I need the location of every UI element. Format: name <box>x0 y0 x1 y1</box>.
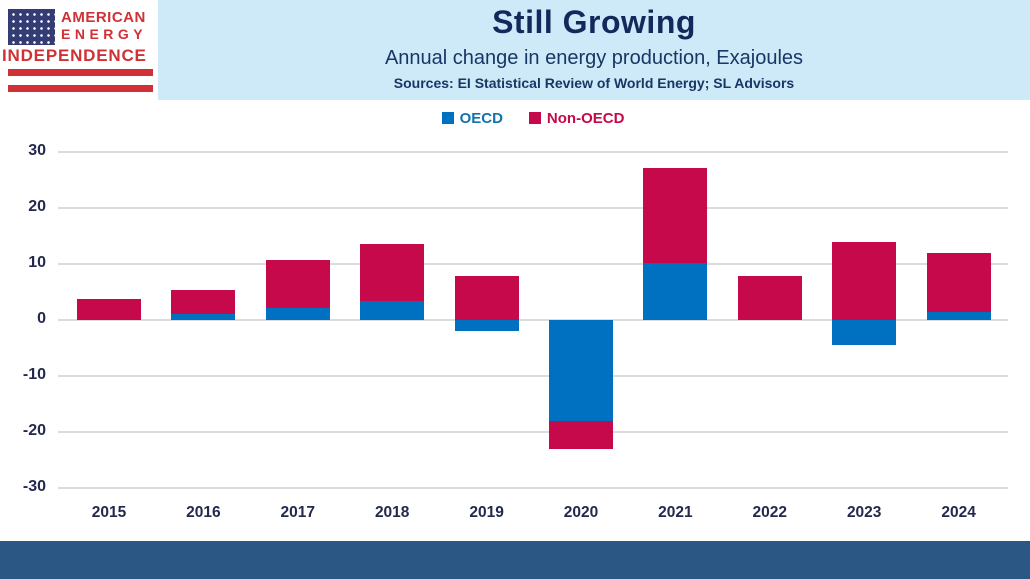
bar-segment-non-oecd-2017 <box>265 260 330 308</box>
bar-segment-non-oecd-2022 <box>737 276 802 320</box>
x-axis-label-2015: 2015 <box>91 504 127 521</box>
x-axis-label-2021: 2021 <box>658 504 693 521</box>
bar-segment-oecd-2023 <box>832 320 897 346</box>
legend-item-non-oecd: Non-OECD <box>528 109 625 127</box>
title-banner: Still Growing Annual change in energy pr… <box>158 0 1030 100</box>
gridline <box>58 151 1008 153</box>
bar-segment-non-oecd-2015 <box>77 299 141 320</box>
logo-text-independence: INDEPENDENCE <box>2 46 147 65</box>
x-axis-label-2016: 2016 <box>186 504 221 521</box>
y-axis-tick-label: 30 <box>28 142 46 159</box>
x-axis-label-2024: 2024 <box>941 504 976 521</box>
chart-subtitle: Annual change in energy production, Exaj… <box>384 47 804 69</box>
bar-segment-oecd-2017 <box>265 307 330 320</box>
bar-segment-non-oecd-2020 <box>549 420 613 449</box>
legend-item-oecd: OECD <box>441 109 503 127</box>
x-axis-label-2020: 2020 <box>563 504 599 521</box>
bar-segment-non-oecd-2024 <box>926 252 991 313</box>
x-axis-label-2022: 2022 <box>752 504 788 521</box>
flag-stars-icon <box>8 9 55 45</box>
y-axis-tick-label: -20 <box>22 422 46 439</box>
x-axis-label-2023: 2023 <box>846 504 882 521</box>
x-axis-label-2017: 2017 <box>280 504 316 521</box>
bar-segment-non-oecd-2023 <box>832 241 897 320</box>
y-axis-tick-label: -10 <box>22 366 46 383</box>
y-axis-tick-label: 0 <box>37 310 46 327</box>
header: AMERICAN ENERGY INDEPENDENCE Still Growi… <box>0 0 1030 100</box>
flag-stripe-icon <box>8 85 153 92</box>
bar-segment-non-oecd-2019 <box>454 276 519 320</box>
bar-segment-non-oecd-2016 <box>171 290 236 315</box>
y-axis-tick-label: 10 <box>28 254 46 271</box>
logo-text-american: AMERICAN <box>61 9 146 26</box>
y-axis-tick-label: 20 <box>28 198 46 215</box>
bar-segment-oecd-2019 <box>454 320 519 332</box>
logo-text-energy: ENERGY <box>61 26 148 42</box>
legend-swatch-icon <box>441 112 454 124</box>
aei-logo: AMERICAN ENERGY INDEPENDENCE <box>0 0 158 100</box>
x-axis-label-2019: 2019 <box>469 504 504 521</box>
legend-label: Non-OECD <box>546 109 625 127</box>
footer-bar <box>0 541 1030 579</box>
gridline <box>58 431 1008 433</box>
chart-sources: Sources: EI Statistical Review of World … <box>393 75 795 91</box>
flag-stripe-icon <box>8 69 153 76</box>
gridline <box>58 207 1008 209</box>
gridline <box>58 263 1008 265</box>
page-title: Still Growing <box>492 4 696 40</box>
gridline <box>58 319 1008 321</box>
x-axis-label-2018: 2018 <box>374 504 410 521</box>
legend-label: OECD <box>459 109 503 127</box>
gridline <box>58 375 1008 377</box>
bar-segment-oecd-2024 <box>926 312 991 320</box>
chart-legend: OECD Non-OECD <box>58 107 1008 129</box>
bar-segment-oecd-2020 <box>549 320 613 421</box>
bar-segment-oecd-2021 <box>643 262 708 320</box>
bar-segment-non-oecd-2021 <box>643 167 708 263</box>
legend-swatch-icon <box>528 112 541 124</box>
bar-segment-oecd-2018 <box>360 300 425 320</box>
bar-segment-oecd-2016 <box>171 314 236 320</box>
y-axis-tick-label: -30 <box>22 478 46 495</box>
gridline <box>58 487 1008 489</box>
bar-segment-non-oecd-2018 <box>360 244 425 301</box>
